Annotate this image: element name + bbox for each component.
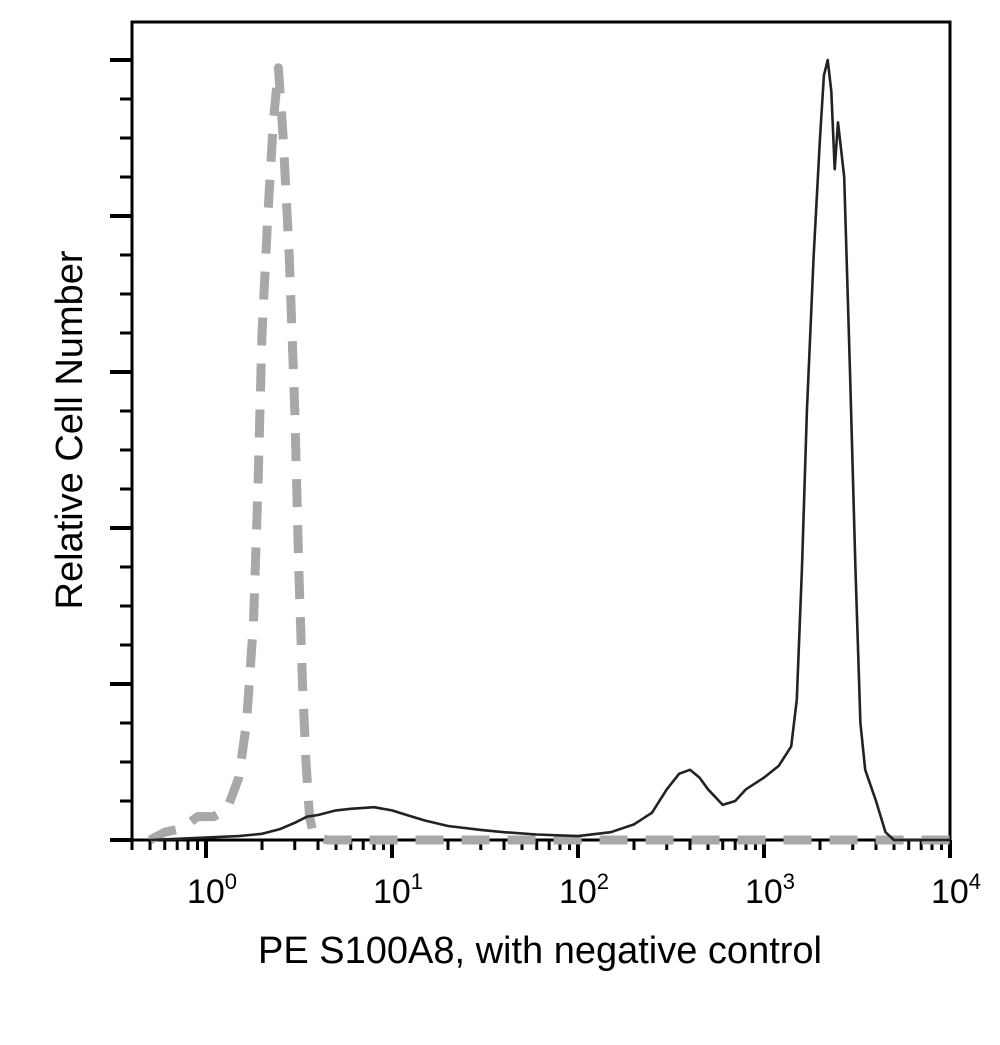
y-axis-label: Relative Cell Number	[49, 250, 91, 609]
y-axis-ticks	[110, 58, 132, 842]
series-layer	[147, 58, 950, 845]
x-axis-label: PE S100A8, with negative control	[258, 930, 822, 972]
x-axis-tick-labels: 100 101 102 103 104	[187, 869, 981, 911]
x-tick-label: 102	[559, 869, 609, 911]
plot-frame	[130, 20, 952, 842]
sample-histogram	[149, 58, 950, 842]
negative-control-histogram	[147, 63, 950, 845]
x-tick-label: 100	[187, 869, 237, 911]
x-tick-label: 101	[373, 869, 423, 911]
x-tick-label: 103	[745, 869, 795, 911]
x-axis-ticks	[130, 840, 952, 858]
plot-area	[130, 20, 952, 842]
x-tick-label: 104	[931, 869, 981, 911]
